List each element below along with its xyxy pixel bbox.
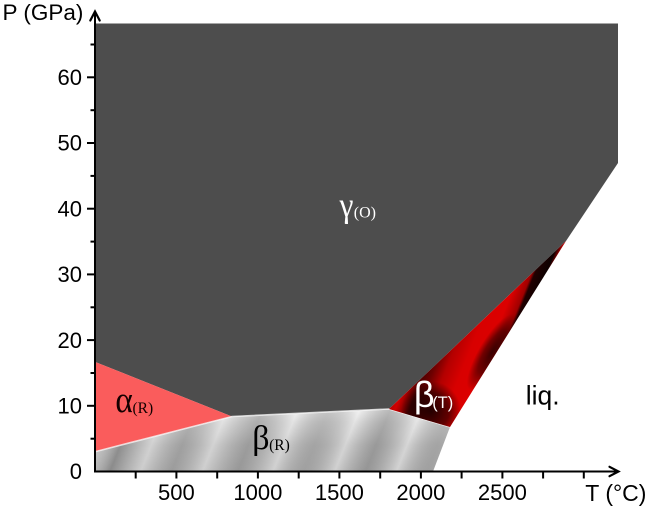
svg-text:γ: γ [339, 186, 354, 225]
svg-text:(R): (R) [133, 400, 154, 417]
svg-text:liq.: liq. [526, 381, 560, 411]
svg-text:(R): (R) [269, 437, 290, 454]
svg-text:30: 30 [58, 262, 82, 287]
svg-text:2000: 2000 [396, 480, 445, 505]
svg-text:P (GPa): P (GPa) [3, 0, 84, 25]
svg-text:β: β [414, 374, 435, 415]
svg-text:β: β [252, 420, 269, 457]
svg-text:50: 50 [58, 131, 82, 156]
svg-text:(T): (T) [432, 394, 453, 412]
svg-text:(O): (O) [354, 205, 376, 222]
svg-text:α: α [115, 379, 132, 420]
svg-text:1000: 1000 [233, 480, 282, 505]
svg-text:20: 20 [58, 328, 82, 353]
svg-text:0: 0 [70, 459, 82, 484]
svg-text:2500: 2500 [478, 480, 527, 505]
svg-text:40: 40 [58, 196, 82, 221]
svg-text:T (°C): T (°C) [585, 480, 646, 506]
svg-text:500: 500 [158, 480, 195, 505]
svg-text:1500: 1500 [315, 480, 364, 505]
svg-text:10: 10 [58, 394, 82, 419]
svg-text:60: 60 [58, 65, 82, 90]
